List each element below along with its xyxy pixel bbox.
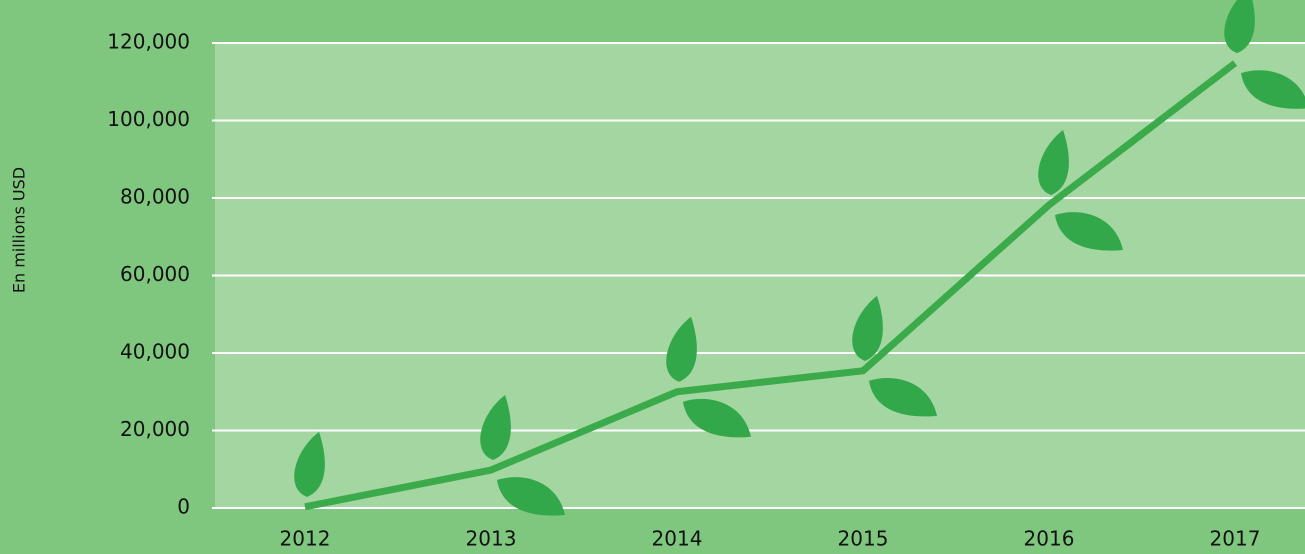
- y-tick-label: 20,000: [120, 417, 190, 441]
- y-tick-label: 0: [177, 495, 190, 519]
- x-tick-label: 2014: [652, 527, 703, 551]
- y-tick-label: 100,000: [107, 107, 190, 131]
- x-tick-label: 2017: [1210, 527, 1261, 551]
- y-tick-label: 40,000: [120, 340, 190, 364]
- y-tick-label: 80,000: [120, 185, 190, 209]
- x-tick-label: 2012: [280, 527, 331, 551]
- y-axis-label: En millions USD: [10, 167, 29, 293]
- y-tick-label: 120,000: [107, 30, 190, 54]
- chart: En millions USD 0 20,000 40,000 60,000 80,00…: [0, 0, 1305, 554]
- x-tick-label: 2016: [1024, 527, 1075, 551]
- x-tick-label: 2013: [466, 527, 517, 551]
- y-tick-label: 60,000: [120, 262, 190, 286]
- x-tick-label: 2015: [838, 527, 889, 551]
